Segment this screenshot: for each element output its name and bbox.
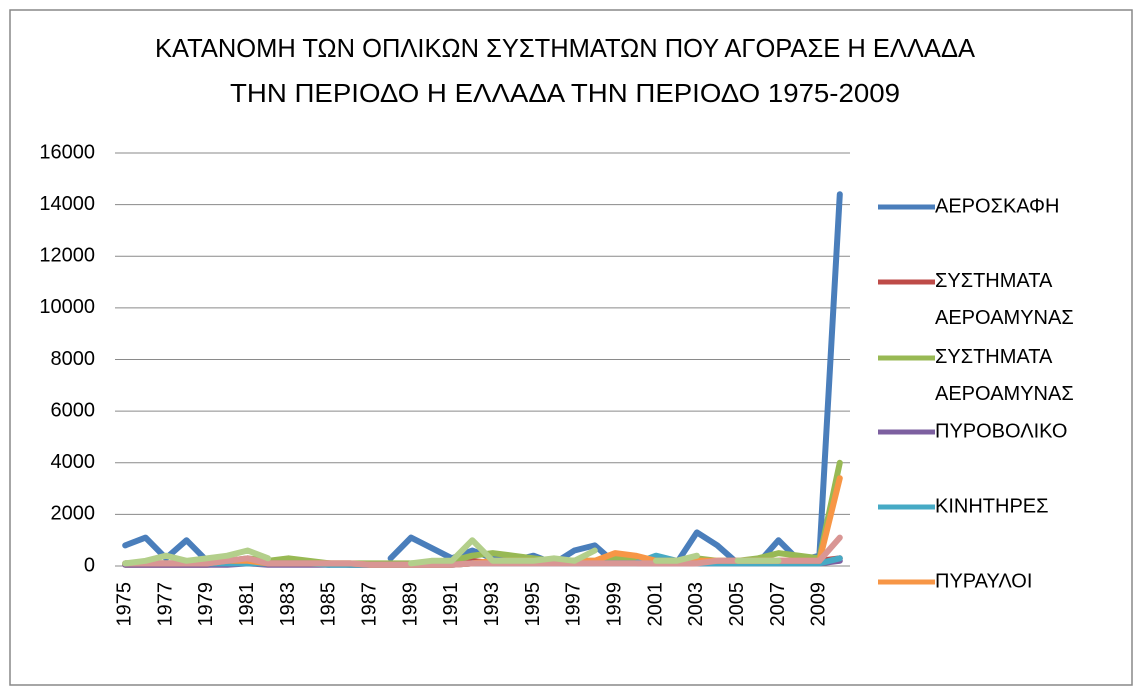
legend-label: ΚΙΝΗΤΗΡΕΣ	[935, 495, 1049, 517]
series-line	[122, 534, 843, 568]
legend-label: ΠΥΡΑΥΛΟΙ	[935, 570, 1032, 592]
y-tick-label: 0	[84, 554, 95, 576]
x-tick-label: 1983	[277, 582, 299, 627]
chart-title: ΤΗΝ ΠΕΡΙΟΔΟ Η ΕΛΛΑΔΑ ΤΗΝ ΠΕΡΙΟΔΟ 1975-20…	[230, 78, 900, 108]
x-tick-label: 1981	[236, 582, 258, 627]
y-tick-label: 10000	[39, 296, 95, 318]
x-tick-label: 2007	[767, 582, 789, 627]
series-line	[122, 537, 782, 567]
legend-label: ΣΥΣΤΗΜΑΤΑ ΑΕΡΟΑΜΥΝΑΣ	[935, 270, 1074, 329]
x-tick-label: 1975	[113, 582, 135, 627]
x-tick-label: 1977	[154, 582, 176, 627]
x-tick-label: 2009	[808, 582, 830, 627]
legend-label: ΠΥΡΟΒΟΛΙΚΟ	[935, 420, 1067, 442]
x-tick-label: 1979	[195, 582, 217, 627]
y-tick-label: 6000	[51, 399, 96, 421]
chart-title: ΚΑΤΑΝΟΜΗ ΤΩΝ ΟΠΛΙΚΩΝ ΣΥΣΤΗΜΑΤΩΝ ΠΟΥ ΑΓΟΡ…	[155, 33, 976, 63]
x-tick-label: 1993	[481, 582, 503, 627]
y-tick-label: 14000	[39, 193, 95, 215]
x-tick-label: 1995	[522, 582, 544, 627]
x-tick-label: 2001	[644, 582, 666, 627]
x-tick-label: 2005	[726, 582, 748, 627]
legend-label: ΣΥΣΤΗΜΑΤΑ ΑΕΡΟΑΜΥΝΑΣ	[935, 346, 1074, 405]
y-tick-label: 4000	[51, 451, 96, 473]
chart-border	[9, 9, 1133, 686]
y-tick-label: 8000	[51, 348, 96, 370]
x-tick-label: 1987	[358, 582, 380, 627]
x-tick-label: 1985	[318, 582, 340, 627]
legend-label: ΑΕΡΟΣΚΑΦΗ	[935, 195, 1059, 217]
x-tick-label: 1997	[563, 582, 585, 627]
x-tick-label: 1999	[603, 582, 625, 627]
y-tick-label: 16000	[39, 141, 95, 163]
x-tick-label: 1991	[440, 582, 462, 627]
x-tick-label: 2003	[685, 582, 707, 627]
x-tick-label: 1989	[399, 582, 421, 627]
y-tick-label: 12000	[39, 245, 95, 267]
y-tick-label: 2000	[51, 503, 96, 525]
